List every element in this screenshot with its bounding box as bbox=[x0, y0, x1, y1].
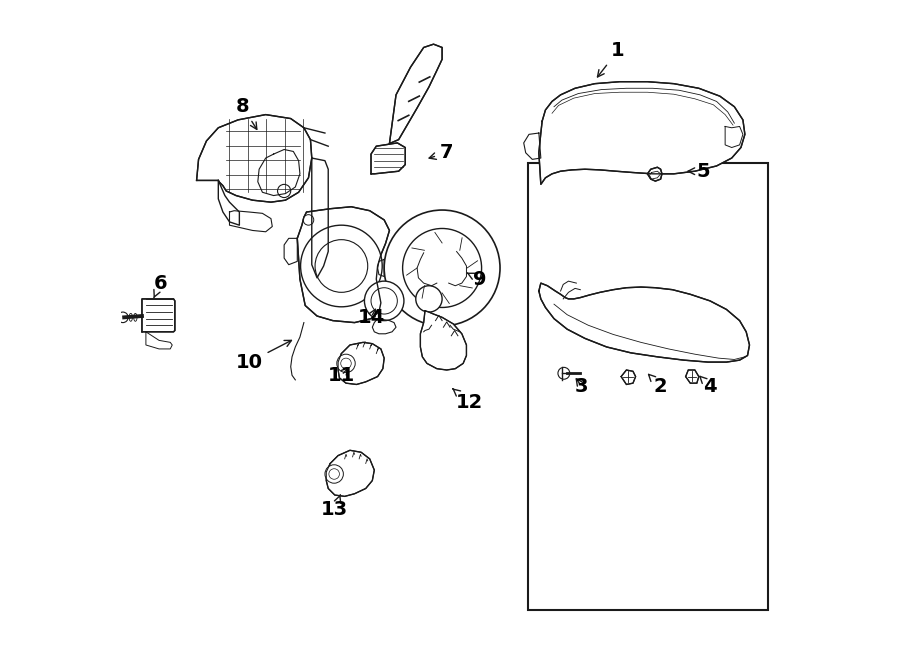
Polygon shape bbox=[327, 450, 374, 496]
Polygon shape bbox=[686, 370, 698, 383]
Circle shape bbox=[416, 286, 442, 312]
Text: 1: 1 bbox=[598, 41, 625, 77]
Text: 6: 6 bbox=[154, 274, 167, 298]
Circle shape bbox=[325, 465, 344, 483]
Circle shape bbox=[373, 307, 382, 317]
Polygon shape bbox=[539, 82, 745, 184]
Circle shape bbox=[277, 184, 291, 198]
Polygon shape bbox=[647, 167, 662, 181]
Text: 5: 5 bbox=[688, 162, 710, 180]
Polygon shape bbox=[371, 143, 405, 174]
Text: 13: 13 bbox=[321, 494, 348, 519]
Polygon shape bbox=[539, 283, 750, 362]
Circle shape bbox=[303, 215, 314, 225]
Circle shape bbox=[301, 225, 382, 307]
Polygon shape bbox=[142, 299, 175, 332]
Text: 12: 12 bbox=[453, 389, 483, 412]
Polygon shape bbox=[621, 370, 635, 385]
Polygon shape bbox=[338, 342, 384, 385]
Polygon shape bbox=[196, 114, 311, 202]
Circle shape bbox=[364, 281, 404, 321]
Text: 2: 2 bbox=[649, 374, 668, 396]
Text: 4: 4 bbox=[700, 376, 716, 396]
Circle shape bbox=[558, 368, 570, 379]
Circle shape bbox=[384, 210, 500, 326]
Text: 14: 14 bbox=[357, 308, 384, 327]
Circle shape bbox=[118, 312, 128, 323]
Polygon shape bbox=[390, 44, 442, 143]
Text: 7: 7 bbox=[429, 143, 454, 163]
Circle shape bbox=[337, 354, 356, 373]
Polygon shape bbox=[297, 207, 390, 323]
Text: 11: 11 bbox=[328, 366, 355, 385]
Polygon shape bbox=[420, 311, 466, 370]
Text: 8: 8 bbox=[236, 97, 256, 130]
Text: 9: 9 bbox=[467, 270, 486, 289]
Text: 10: 10 bbox=[236, 340, 292, 371]
Text: 3: 3 bbox=[575, 377, 589, 396]
Bar bbox=[527, 163, 768, 610]
